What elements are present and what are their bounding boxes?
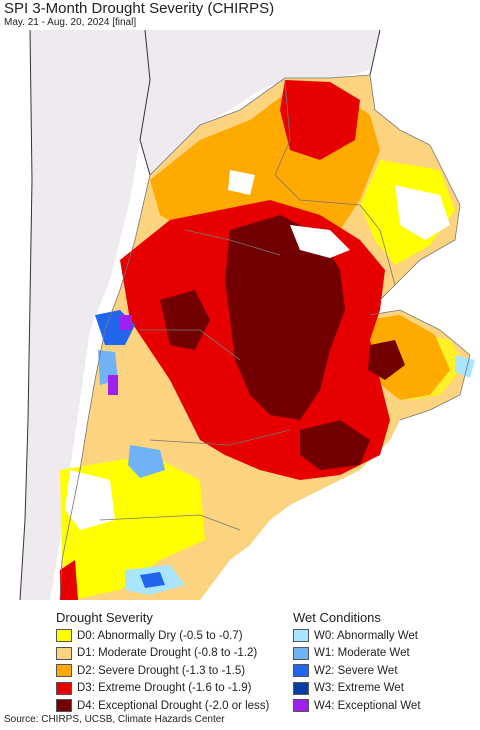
legend-label: W3: Extreme Wet <box>314 682 404 695</box>
legend-swatch <box>56 699 72 713</box>
legend-item-d2: D2: Severe Drought (-1.3 to -1.5) <box>56 662 269 680</box>
legend-swatch <box>56 629 72 643</box>
legend-label: W0: Abnormally Wet <box>314 629 418 642</box>
drought-legend: D0: Abnormally Dry (-0.5 to -0.7) D1: Mo… <box>56 627 269 715</box>
legend-item-d3: D3: Extreme Drought (-1.6 to -1.9) <box>56 680 269 698</box>
map-date-range: May. 21 - Aug. 20, 2024 [final] <box>4 17 137 28</box>
legend-label: D2: Severe Drought (-1.3 to -1.5) <box>77 664 246 677</box>
wet-legend-heading: Wet Conditions <box>293 610 381 625</box>
legend-label: W1: Moderate Wet <box>314 647 410 660</box>
legend-item-d1: D1: Moderate Drought (-0.8 to -1.2) <box>56 645 269 663</box>
legend-item-w0: W0: Abnormally Wet <box>293 627 421 645</box>
legend-label: D1: Moderate Drought (-0.8 to -1.2) <box>77 647 258 660</box>
map-title: SPI 3-Month Drought Severity (CHIRPS) <box>4 0 275 17</box>
legend-label: D0: Abnormally Dry (-0.5 to -0.7) <box>77 629 243 642</box>
legend-swatch <box>293 699 309 713</box>
legend-swatch <box>56 681 72 695</box>
source-credit: Source: CHIRPS, UCSB, Climate Hazards Ce… <box>4 714 225 725</box>
drought-map <box>19 29 475 601</box>
legend-swatch <box>293 629 309 643</box>
legend-swatch <box>293 646 309 660</box>
legend-label: W2: Severe Wet <box>314 664 398 677</box>
legend-label: D4: Exceptional Drought (-2.0 or less) <box>77 699 270 712</box>
wet-legend: W0: Abnormally Wet W1: Moderate Wet W2: … <box>293 627 421 715</box>
legend-item-d0: D0: Abnormally Dry (-0.5 to -0.7) <box>56 627 269 645</box>
legend-item-w4: W4: Exceptional Wet <box>293 697 421 715</box>
legend-swatch <box>293 681 309 695</box>
legend-item-d4: D4: Exceptional Drought (-2.0 or less) <box>56 697 269 715</box>
legend-swatch <box>56 664 72 678</box>
legend-label: D3: Extreme Drought (-1.6 to -1.9) <box>77 682 252 695</box>
legend-item-w3: W3: Extreme Wet <box>293 680 421 698</box>
drought-legend-heading: Drought Severity <box>56 610 153 625</box>
legend-swatch <box>56 646 72 660</box>
legend-item-w2: W2: Severe Wet <box>293 662 421 680</box>
legend-item-w1: W1: Moderate Wet <box>293 645 421 663</box>
legend-swatch <box>293 664 309 678</box>
legend-label: W4: Exceptional Wet <box>314 699 421 712</box>
